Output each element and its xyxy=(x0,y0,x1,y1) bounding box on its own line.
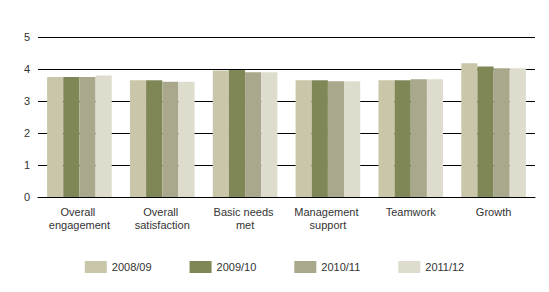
svg-text:Overall: Overall xyxy=(60,206,98,218)
svg-text:met: met xyxy=(236,219,254,231)
svg-text:2009/10: 2009/10 xyxy=(217,261,257,273)
svg-text:0: 0 xyxy=(24,191,30,203)
svg-text:2: 2 xyxy=(24,127,30,139)
svg-text:satisfaction: satisfaction xyxy=(135,219,190,231)
svg-text:engagement: engagement xyxy=(49,219,110,231)
svg-text:support: support xyxy=(310,219,347,231)
svg-text:2011/12: 2011/12 xyxy=(425,261,464,273)
svg-text:1: 1 xyxy=(24,159,30,171)
svg-text:3: 3 xyxy=(24,95,30,107)
svg-text:Management: Management xyxy=(294,206,361,218)
svg-text:Teamwork: Teamwork xyxy=(386,206,437,218)
svg-text:Growth: Growth xyxy=(476,206,511,218)
svg-text:2008/09: 2008/09 xyxy=(112,261,152,273)
svg-text:5: 5 xyxy=(24,31,30,43)
svg-text:Basic needs: Basic needs xyxy=(214,206,277,218)
svg-text:2010/11: 2010/11 xyxy=(321,261,360,273)
svg-text:4: 4 xyxy=(24,63,30,75)
svg-text:Overall: Overall xyxy=(143,206,181,218)
